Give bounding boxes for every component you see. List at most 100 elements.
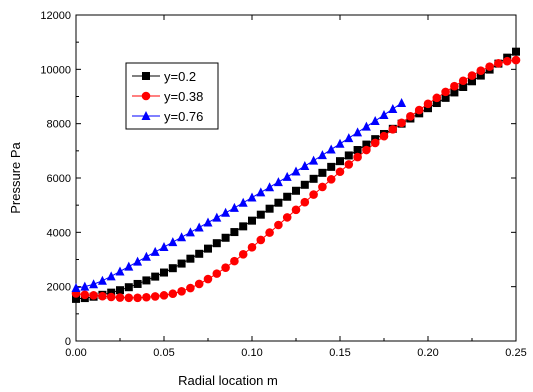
data-point — [238, 250, 248, 259]
data-point — [185, 227, 195, 237]
data-point — [239, 222, 248, 231]
data-point — [397, 98, 407, 108]
data-point — [265, 228, 274, 237]
data-point — [353, 146, 362, 155]
data-point — [133, 256, 143, 266]
data-point — [317, 150, 327, 160]
data-point — [115, 266, 125, 276]
data-point — [379, 109, 389, 119]
data-point — [115, 293, 125, 302]
x-tick-label: 0.10 — [241, 347, 262, 359]
data-point — [467, 71, 477, 80]
x-tick-label: 0.00 — [65, 347, 86, 359]
y-axis-label: Pressure Pa — [8, 141, 23, 213]
data-point — [273, 177, 283, 187]
data-point — [291, 166, 301, 176]
data-point — [195, 249, 204, 258]
data-point — [142, 276, 151, 285]
x-tick-label: 0.20 — [417, 347, 438, 359]
data-point — [238, 197, 248, 207]
data-point — [274, 220, 283, 230]
data-point — [133, 293, 142, 303]
data-point — [194, 222, 204, 232]
data-point — [247, 192, 257, 202]
data-point — [97, 275, 107, 285]
data-point — [106, 292, 116, 302]
data-point — [362, 140, 371, 149]
data-point — [432, 93, 442, 103]
x-tick-label: 0.25 — [505, 347, 526, 359]
data-point — [256, 210, 265, 219]
data-point — [221, 207, 231, 217]
data-point — [336, 157, 344, 166]
data-point — [194, 279, 204, 289]
data-point — [441, 93, 450, 102]
series-square — [72, 47, 520, 303]
data-point — [309, 155, 319, 165]
data-point — [203, 217, 213, 227]
data-point — [353, 127, 363, 137]
data-point — [212, 239, 221, 248]
x-tick-label: 0.15 — [329, 347, 350, 359]
y-tick-label: 10000 — [40, 64, 71, 76]
series-triangle — [71, 98, 407, 293]
data-point — [344, 133, 354, 143]
data-point — [256, 187, 266, 197]
data-point — [370, 138, 380, 148]
data-point — [326, 144, 336, 154]
data-point — [379, 131, 389, 141]
y-tick-label: 2000 — [47, 282, 71, 294]
data-point — [89, 291, 98, 300]
data-point — [326, 175, 336, 184]
data-point — [229, 202, 239, 212]
data-point — [476, 71, 485, 80]
data-point — [353, 152, 362, 162]
data-point — [221, 263, 230, 272]
data-point — [106, 271, 116, 281]
data-point — [362, 145, 371, 155]
data-point — [159, 242, 169, 252]
data-point — [309, 174, 318, 183]
data-point — [168, 289, 178, 299]
y-tick-label: 0 — [65, 336, 71, 348]
data-point — [283, 192, 292, 201]
data-point — [265, 204, 274, 213]
data-point — [177, 286, 186, 296]
series-circle — [71, 55, 521, 303]
data-point — [502, 56, 512, 66]
data-point — [300, 161, 310, 171]
data-point — [116, 286, 124, 295]
data-point — [397, 118, 406, 128]
y-tick-label: 12000 — [40, 10, 71, 22]
data-point — [335, 167, 345, 177]
data-point — [142, 292, 151, 302]
legend-marker — [141, 91, 151, 101]
data-point — [406, 112, 415, 121]
data-point — [177, 259, 186, 268]
data-point — [124, 293, 134, 303]
data-point — [248, 216, 256, 225]
data-point — [292, 186, 300, 195]
data-point — [458, 76, 468, 86]
data-point — [432, 99, 441, 108]
data-point — [423, 99, 433, 109]
data-point — [168, 264, 177, 273]
data-point — [370, 115, 380, 125]
data-point — [204, 244, 212, 253]
legend: y=0.2 y=0.38 y=0.76 — [125, 62, 219, 130]
data-point — [424, 104, 432, 113]
series-layer — [71, 47, 521, 303]
data-point — [159, 291, 169, 300]
data-point — [388, 125, 398, 134]
data-point — [133, 279, 142, 288]
data-point — [459, 82, 468, 91]
data-point — [441, 87, 450, 97]
data-point — [300, 197, 310, 207]
data-point — [168, 237, 178, 247]
x-tick-label: 0.05 — [153, 347, 174, 359]
legend-label: y=0.38 — [164, 89, 203, 104]
data-point — [414, 105, 424, 115]
data-point — [230, 256, 239, 266]
data-point — [71, 283, 81, 293]
